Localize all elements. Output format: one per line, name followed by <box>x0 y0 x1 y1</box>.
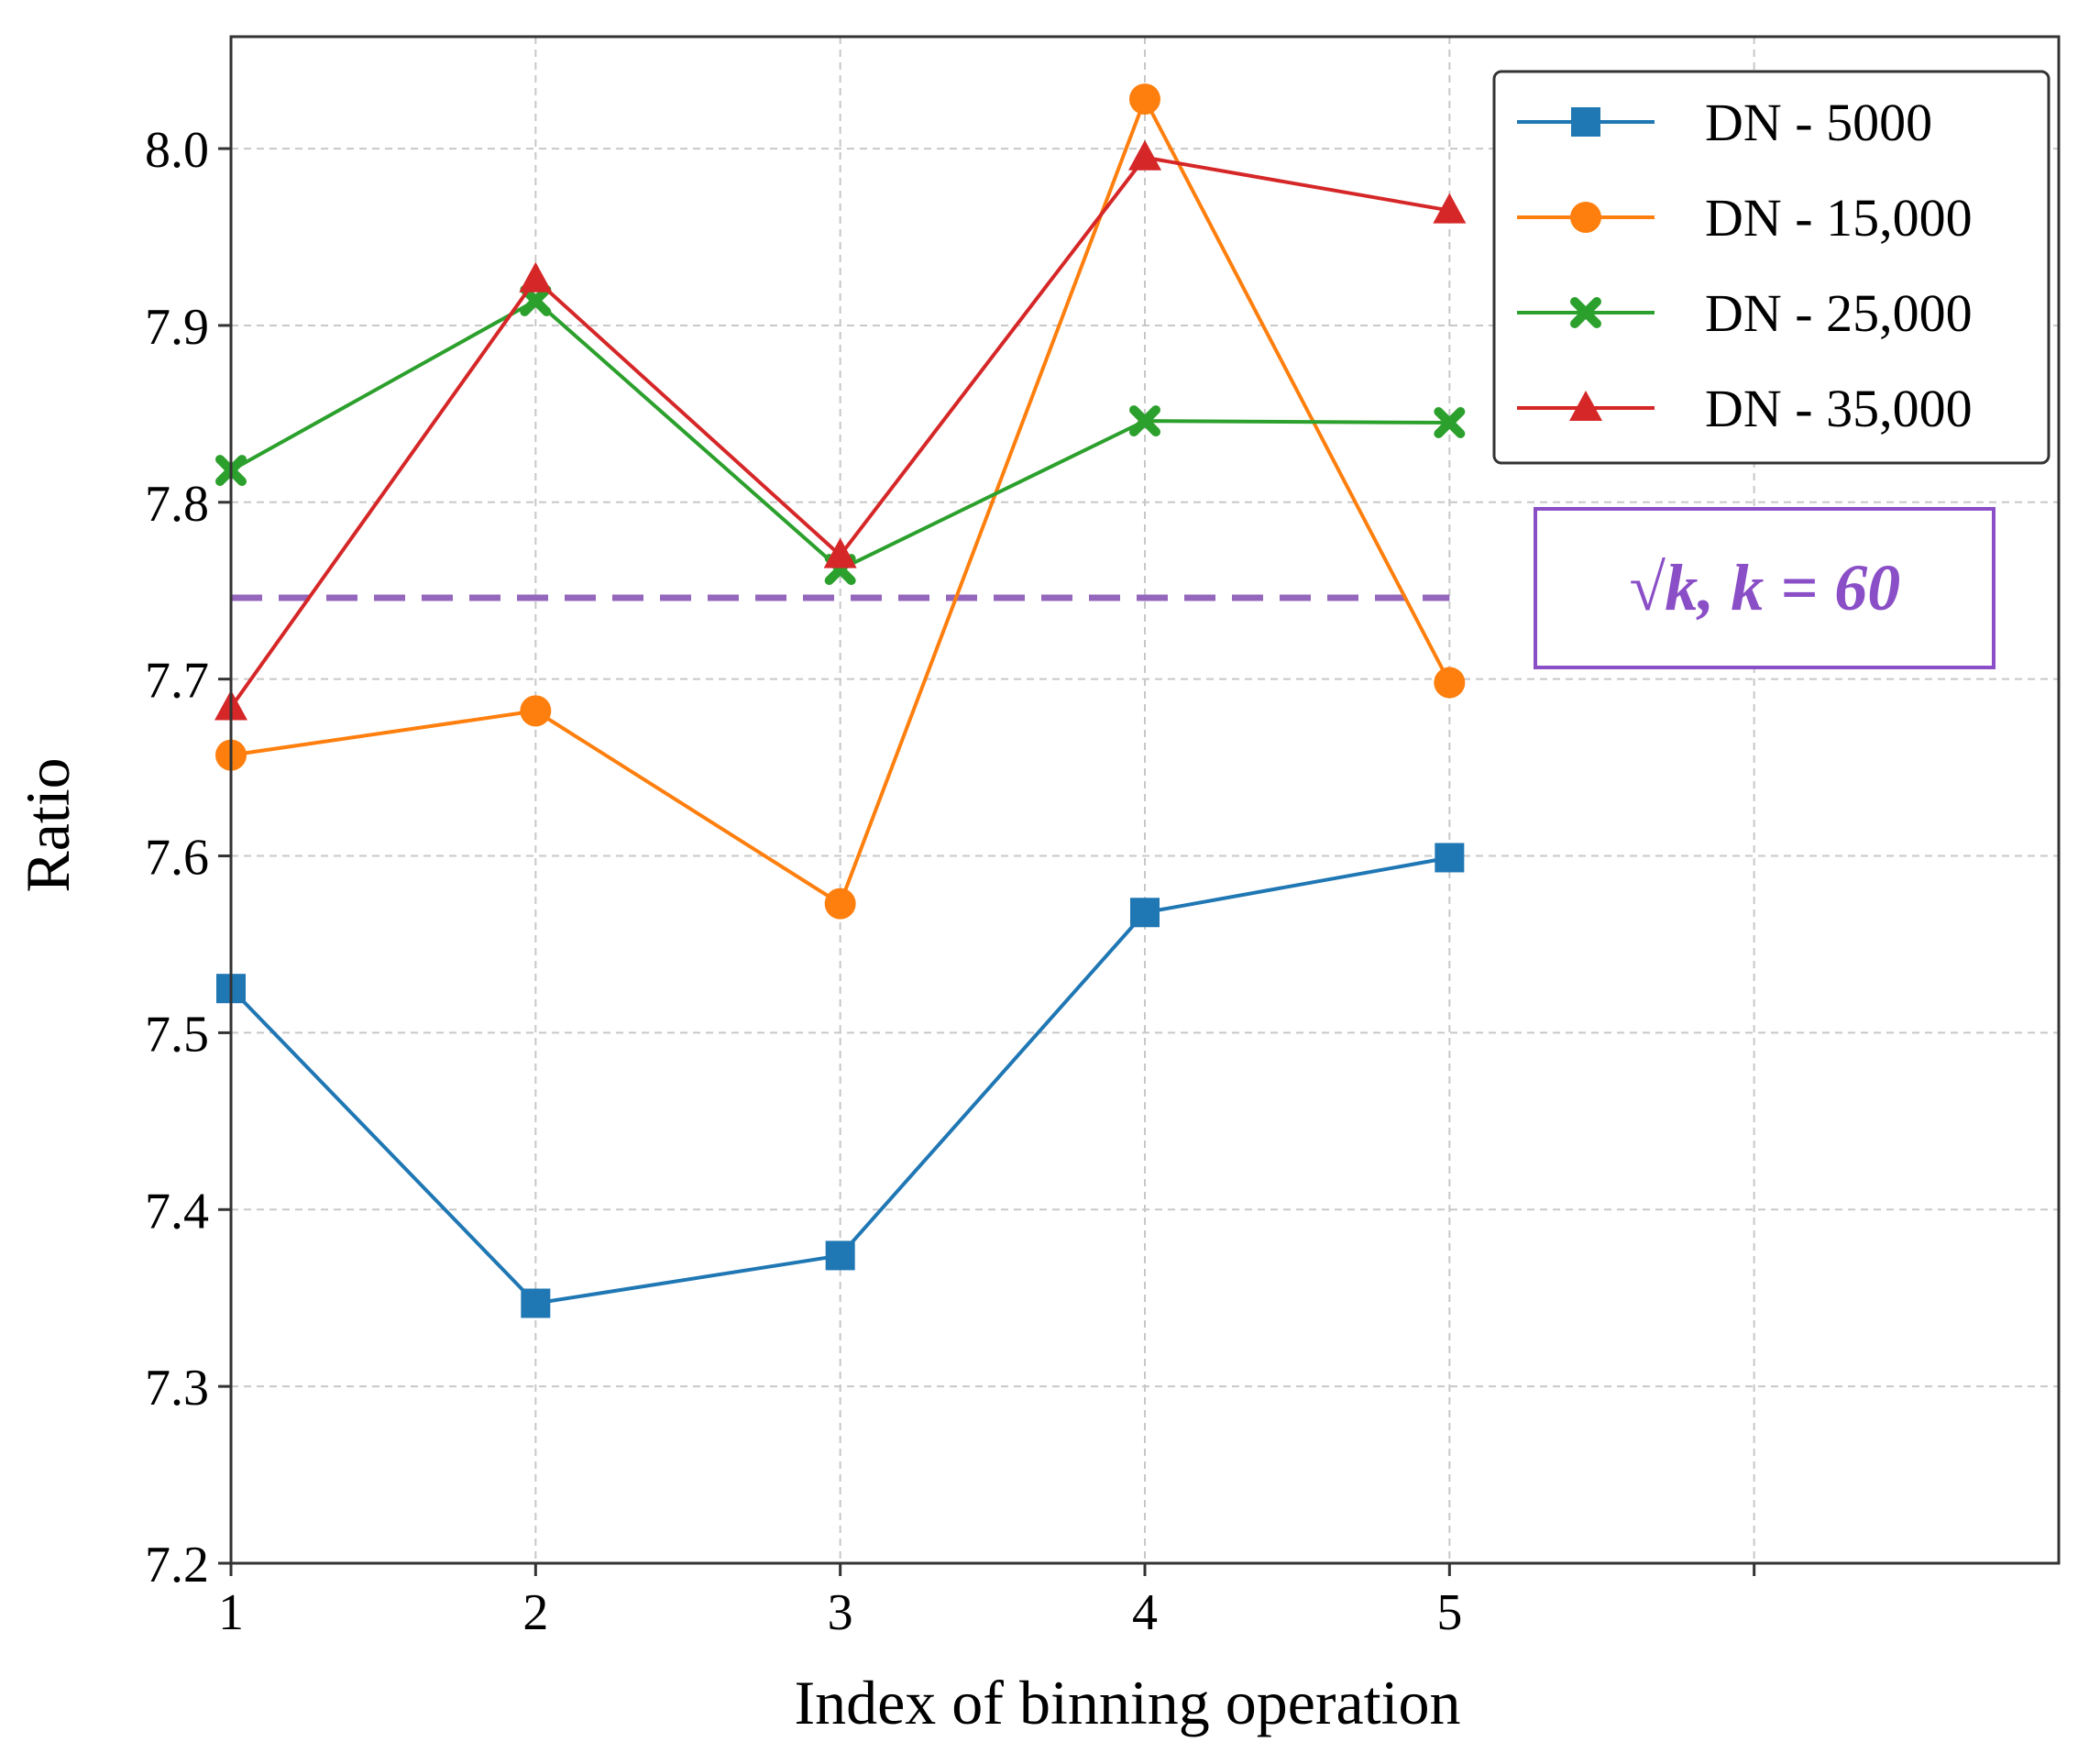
x-tick-label: 5 <box>1436 1584 1462 1641</box>
y-tick-label: 8.0 <box>145 122 209 179</box>
y-tick-label: 7.2 <box>145 1537 209 1593</box>
axis-ticks: 1 2 3 4 5 7.2 7.3 7.4 7.5 7.6 7.7 7.8 7.9 8.0 <box>145 122 1756 1641</box>
annotation-text: √k, k = 60 <box>1629 551 1901 624</box>
x-tick-label: 1 <box>218 1584 244 1641</box>
data-point <box>1130 898 1160 928</box>
x-marker-stroke <box>1570 297 1601 328</box>
y-tick-label: 7.5 <box>145 1006 209 1063</box>
y-tick-label: 7.9 <box>145 299 209 356</box>
data-point <box>520 695 552 727</box>
data-series <box>214 83 1467 1318</box>
x-tick-label: 3 <box>828 1584 853 1641</box>
data-point <box>824 888 856 920</box>
x-tick-label: 2 <box>522 1584 548 1641</box>
data-point <box>519 261 553 292</box>
data-point <box>1433 193 1467 224</box>
data-point <box>521 1288 551 1318</box>
legend-label: DN - 25,000 <box>1705 283 1973 343</box>
legend-item: DN - 15,000 <box>1517 188 1973 248</box>
y-axis-label: Ratio <box>13 757 82 892</box>
legend-label: DN - 5000 <box>1705 93 1932 152</box>
legend-marker <box>1570 202 1601 233</box>
data-point <box>1129 83 1160 116</box>
data-point <box>1128 139 1161 171</box>
legend-item: DN - 5000 <box>1517 93 1932 152</box>
x-axis-label: Index of binning operation <box>794 1668 1460 1737</box>
x-marker-stroke <box>1129 405 1160 437</box>
legend-marker <box>1569 391 1602 421</box>
data-point <box>1434 667 1466 699</box>
y-tick-label: 7.4 <box>145 1183 209 1240</box>
y-tick-label: 7.6 <box>145 830 209 887</box>
data-point <box>825 1240 855 1271</box>
legend-label: DN - 15,000 <box>1705 188 1973 248</box>
legend-marker <box>1571 107 1600 137</box>
x-tick-label: 4 <box>1132 1584 1158 1641</box>
legend-box <box>1492 70 2051 465</box>
y-tick-label: 7.8 <box>145 476 209 533</box>
annotation-box <box>1534 507 1996 669</box>
data-point <box>520 284 552 316</box>
legend: DN - 5000 DN - 15,000 DN - 25,000 DN - 35,0… <box>1492 70 2051 465</box>
x-marker-stroke <box>1434 407 1466 439</box>
data-point <box>1129 405 1160 437</box>
y-tick-label: 7.7 <box>145 653 209 710</box>
sqrt-k-annotation: √k, k = 60 <box>1534 507 1996 669</box>
x-marker-stroke <box>520 284 552 316</box>
legend-item: DN - 25,000 <box>1517 283 1973 343</box>
y-tick-label: 7.3 <box>145 1360 209 1417</box>
series-2 <box>215 83 1466 920</box>
data-point <box>1435 843 1465 873</box>
legend-label: DN - 35,000 <box>1705 379 1973 438</box>
legend-item: DN - 35,000 <box>1517 379 1973 438</box>
data-point <box>823 537 857 568</box>
data-point <box>1434 407 1466 439</box>
legend-marker <box>1570 297 1601 328</box>
